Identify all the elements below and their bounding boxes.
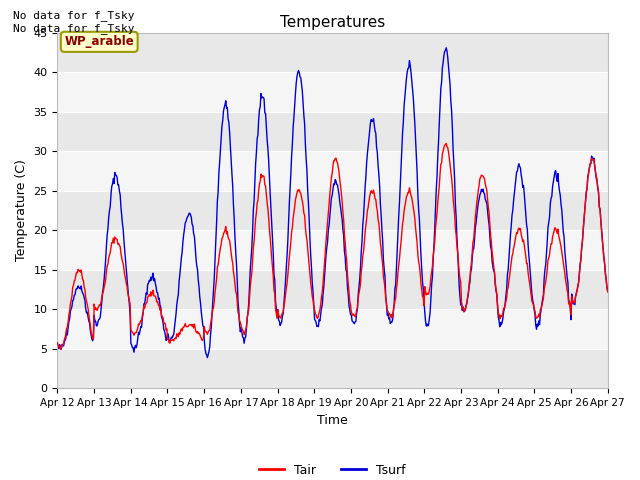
Bar — [58, 270, 608, 309]
Text: No data for f_Tsky: No data for f_Tsky — [13, 11, 134, 22]
Bar — [58, 230, 608, 270]
Bar — [58, 191, 608, 230]
Legend: Tair, Tsurf: Tair, Tsurf — [254, 459, 411, 480]
Bar — [58, 72, 608, 112]
Text: No data for f_Tsky: No data for f_Tsky — [13, 23, 134, 34]
Bar — [58, 151, 608, 191]
Y-axis label: Temperature (C): Temperature (C) — [15, 159, 28, 262]
X-axis label: Time: Time — [317, 414, 348, 427]
Bar — [58, 112, 608, 151]
Bar — [58, 349, 608, 388]
Bar — [58, 309, 608, 349]
Bar — [58, 33, 608, 72]
Title: Temperatures: Temperatures — [280, 15, 385, 30]
Text: WP_arable: WP_arable — [65, 36, 134, 48]
